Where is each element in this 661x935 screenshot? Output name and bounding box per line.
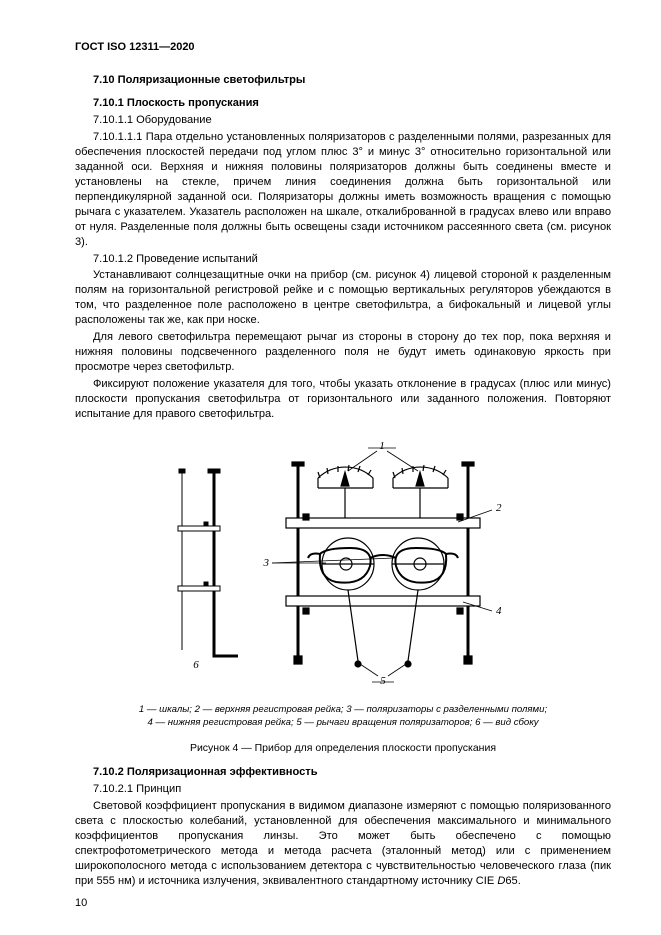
- doc-header: ГОСТ ISO 12311—2020: [75, 40, 611, 55]
- figure-legend: 1 — шкалы; 2 — верхняя регистровая рейка…: [75, 704, 611, 729]
- para-3: Фиксируют положение указателя для того, …: [75, 377, 611, 422]
- legend-line-2: 4 — нижняя регистровая рейка; 5 — рычаги…: [147, 717, 538, 728]
- figure-label-5: 5: [380, 675, 386, 687]
- item-7-10-1-1: 7.10.1.1 Оборудование: [93, 113, 611, 128]
- item-7-10-1-2: 7.10.1.2 Проведение испытаний: [93, 252, 611, 267]
- figure-4-svg: 6: [168, 436, 518, 691]
- figure-label-1: 1: [379, 440, 385, 452]
- page-number: 10: [75, 896, 87, 911]
- figure-4: 6: [75, 436, 611, 696]
- figure-label-4: 4: [496, 605, 502, 617]
- legend-line-1: 1 — шкалы; 2 — верхняя регистровая рейка…: [139, 704, 547, 715]
- para-2: Для левого светофильтра перемещают рычаг…: [75, 330, 611, 375]
- figure-label-6: 6: [193, 659, 199, 671]
- para-7-10-1-1-1: 7.10.1.1.1 Пара отдельно установленных п…: [75, 130, 611, 250]
- para-4: Световой коэффициент пропускания в видим…: [75, 799, 611, 889]
- para-4-a: Световой коэффициент пропускания в видим…: [75, 800, 611, 887]
- heading-7-10-2: 7.10.2 Поляризационная эффективность: [93, 765, 611, 780]
- figure-caption: Рисунок 4 — Прибор для определения плоск…: [75, 741, 611, 755]
- para-4-b: 65.: [505, 875, 520, 887]
- item-7-10-2-1: 7.10.2.1 Принцип: [93, 782, 611, 797]
- heading-7-10: 7.10 Поляризационные светофильтры: [93, 73, 611, 88]
- figure-label-2: 2: [496, 502, 502, 514]
- para-1: Устанавливают солнцезащитные очки на при…: [75, 268, 611, 328]
- figure-label-3: 3: [263, 557, 270, 569]
- heading-7-10-1: 7.10.1 Плоскость пропускания: [93, 96, 611, 111]
